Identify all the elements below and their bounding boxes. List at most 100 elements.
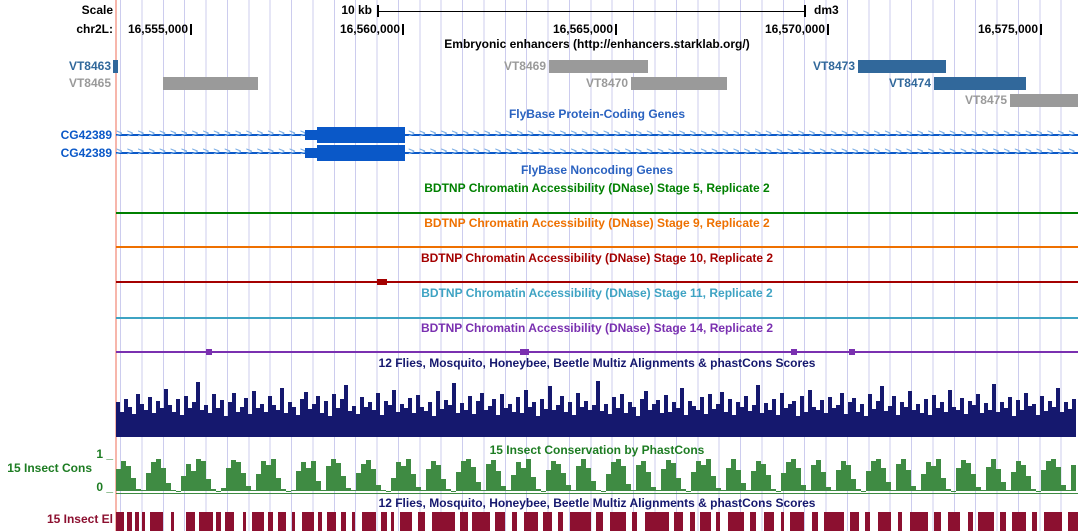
gene-label[interactable]: CG42389: [60, 128, 112, 142]
conserved-element-block[interactable]: [512, 512, 517, 531]
track-title-flybase-noncoding[interactable]: FlyBase Noncoding Genes: [520, 163, 674, 177]
enhancer-bar[interactable]: [858, 60, 946, 73]
conserved-element-block[interactable]: [381, 512, 387, 531]
conserved-element-block[interactable]: [750, 512, 756, 531]
conserved-element-block[interactable]: [171, 512, 174, 531]
conserved-element-block[interactable]: [302, 512, 314, 531]
conserved-element-block[interactable]: [728, 512, 744, 531]
conserved-element-block[interactable]: [910, 512, 928, 531]
bdtnp-signal-line[interactable]: [116, 246, 1078, 248]
gene-utr-block[interactable]: [305, 148, 317, 158]
conserved-element-block[interactable]: [150, 512, 163, 531]
ruler-tick-label[interactable]: 16,570,000: [764, 22, 825, 36]
enhancer-bar[interactable]: [549, 60, 648, 73]
enhancer-label[interactable]: VT8470: [585, 76, 628, 90]
track-title-multiz-bottom[interactable]: 12 Flies, Mosquito, Honeybee, Beetle Mul…: [378, 496, 816, 510]
ruler-tick-mark[interactable]: [190, 24, 192, 35]
enhancer-label[interactable]: VT8474: [888, 76, 931, 90]
conserved-element-block[interactable]: [432, 512, 455, 531]
gene-exon-block[interactable]: [317, 127, 405, 143]
conserved-element-block[interactable]: [460, 512, 468, 531]
bdtnp-signal-line[interactable]: [116, 351, 1078, 353]
conserved-element-block[interactable]: [524, 512, 538, 531]
conserved-element-block[interactable]: [116, 512, 124, 531]
gene-utr-block[interactable]: [305, 130, 317, 140]
conserved-element-block[interactable]: [610, 512, 626, 531]
cons-track-label[interactable]: 15 Insect Cons: [7, 461, 92, 475]
insect-cons-wiggle[interactable]: [116, 459, 1078, 493]
conserved-element-block[interactable]: [495, 512, 505, 531]
conserved-element-block[interactable]: [216, 512, 221, 531]
enhancer-label[interactable]: VT8469: [503, 59, 546, 73]
track-title-flybase-genes[interactable]: FlyBase Protein-Coding Genes: [508, 107, 686, 121]
conserved-element-block[interactable]: [1044, 512, 1062, 531]
bdtnp-signal-peak[interactable]: [520, 349, 529, 355]
gene-label[interactable]: CG42389: [60, 146, 112, 160]
conserved-element-block[interactable]: [632, 512, 637, 531]
conserved-element-block[interactable]: [824, 512, 844, 531]
track-title-enhancers[interactable]: Embryonic enhancers (http://enhancers.st…: [444, 37, 750, 51]
conserved-element-block[interactable]: [764, 512, 774, 531]
bdtnp-signal-peak[interactable]: [377, 279, 387, 285]
conserved-element-block[interactable]: [252, 512, 264, 531]
conserved-element-block[interactable]: [878, 512, 891, 531]
bdtnp-signal-line[interactable]: [116, 281, 1078, 283]
conserved-element-block[interactable]: [570, 512, 591, 531]
enhancer-bar[interactable]: [1010, 94, 1078, 107]
gene-intron-line[interactable]: [116, 152, 1078, 154]
ruler-tick-mark[interactable]: [827, 24, 829, 35]
enhancer-label[interactable]: VT8465: [68, 76, 111, 90]
conserved-element-block[interactable]: [418, 512, 425, 531]
elements-track-label[interactable]: 15 Insect El: [46, 512, 113, 526]
enhancer-label[interactable]: VT8473: [812, 59, 855, 73]
gene-exon-block[interactable]: [317, 145, 405, 161]
conserved-element-block[interactable]: [716, 512, 720, 531]
conserved-element-block[interactable]: [318, 512, 322, 531]
conserved-element-block[interactable]: [543, 512, 552, 531]
gene-intron-line[interactable]: [116, 134, 1078, 136]
ruler-tick-mark[interactable]: [402, 24, 404, 35]
conserved-element-block[interactable]: [812, 512, 818, 531]
track-title-bdtnp[interactable]: BDTNP Chromatin Accessibility (DNase) St…: [420, 321, 774, 335]
ruler-tick-label[interactable]: 16,565,000: [552, 22, 613, 36]
conserved-element-block[interactable]: [341, 512, 346, 531]
conserved-element-block[interactable]: [978, 512, 994, 531]
conserved-element-block[interactable]: [934, 512, 941, 531]
conserved-element-block[interactable]: [352, 512, 355, 531]
ruler-tick-mark[interactable]: [615, 24, 617, 35]
conserved-element-block[interactable]: [135, 512, 139, 531]
track-title-insect-cons[interactable]: 15 Insect Conservation by PhastCons: [489, 443, 705, 457]
bdtnp-signal-peak[interactable]: [849, 349, 855, 355]
conserved-element-block[interactable]: [850, 512, 859, 531]
conserved-element-block[interactable]: [1068, 512, 1078, 531]
conserved-element-block[interactable]: [225, 512, 234, 531]
conserved-element-block[interactable]: [1000, 512, 1006, 531]
ruler-tick-label[interactable]: 16,575,000: [977, 22, 1038, 36]
conserved-element-block[interactable]: [292, 512, 295, 531]
conserved-element-block[interactable]: [596, 512, 603, 531]
conserved-element-block[interactable]: [199, 512, 213, 531]
conserved-element-block[interactable]: [400, 512, 412, 531]
conserved-element-block[interactable]: [278, 512, 286, 531]
ruler-tick-label[interactable]: 16,560,000: [339, 22, 400, 36]
conserved-element-block[interactable]: [898, 512, 902, 531]
conserved-element-block[interactable]: [700, 512, 711, 531]
enhancer-bar[interactable]: [163, 77, 258, 90]
enhancer-label[interactable]: VT8475: [964, 93, 1007, 107]
conserved-element-block[interactable]: [268, 512, 273, 531]
track-title-bdtnp[interactable]: BDTNP Chromatin Accessibility (DNase) St…: [420, 251, 774, 265]
conserved-element-block[interactable]: [690, 512, 695, 531]
track-title-multiz-top[interactable]: 12 Flies, Mosquito, Honeybee, Beetle Mul…: [378, 356, 816, 370]
track-title-bdtnp[interactable]: BDTNP Chromatin Accessibility (DNase) St…: [424, 181, 770, 195]
phastcons-scores-wiggle[interactable]: [116, 381, 1078, 442]
ruler-tick-mark[interactable]: [1040, 24, 1042, 35]
conserved-element-block[interactable]: [142, 512, 145, 531]
enhancer-bar[interactable]: [934, 77, 1026, 90]
conserved-element-block[interactable]: [362, 512, 376, 531]
conserved-element-block[interactable]: [865, 512, 870, 531]
bdtnp-signal-line[interactable]: [116, 317, 1078, 319]
conserved-element-block[interactable]: [1032, 512, 1037, 531]
conserved-element-block[interactable]: [948, 512, 960, 531]
conserved-element-block[interactable]: [558, 512, 563, 531]
conserved-element-block[interactable]: [790, 512, 804, 531]
